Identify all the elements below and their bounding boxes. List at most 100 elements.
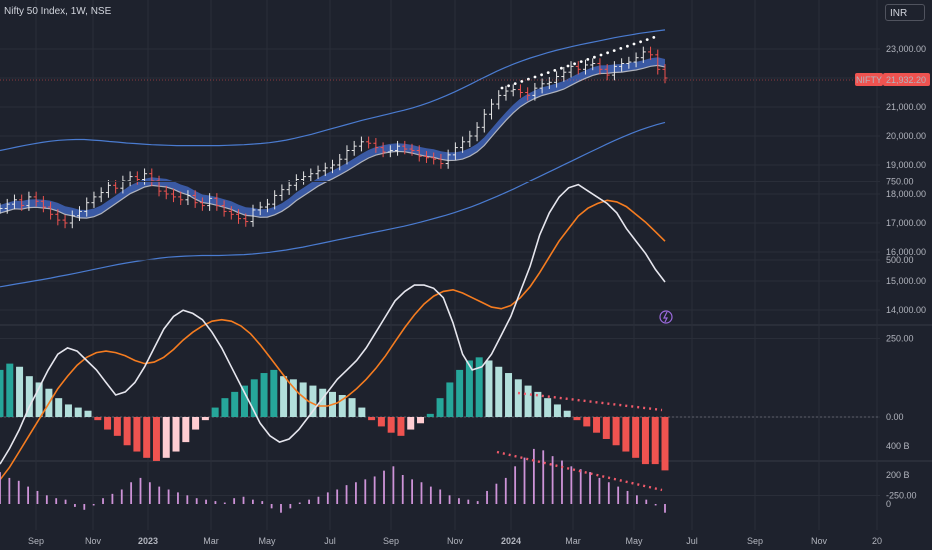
macd-histogram-bar xyxy=(6,363,14,417)
chart-title: Nifty 50 Index, 1W, NSE xyxy=(4,6,112,17)
macd-histogram-bar xyxy=(417,417,425,424)
time-axis-label: May xyxy=(258,536,276,546)
price-axis-label: 23,000.00 xyxy=(886,44,926,54)
price-axis-label: 16,000.00 xyxy=(886,247,926,257)
macd-histogram-bar xyxy=(162,417,170,458)
macd-histogram-bar xyxy=(113,417,121,436)
macd-histogram-bar xyxy=(651,417,659,465)
currency-selector[interactable]: INR xyxy=(885,4,925,21)
trend-dot xyxy=(632,42,636,46)
macd-histogram-bar xyxy=(524,385,532,417)
time-axis-label: Mar xyxy=(203,536,219,546)
macd-histogram-bar xyxy=(172,417,180,452)
trend-dot xyxy=(652,36,656,39)
macd-histogram-bar xyxy=(661,417,669,471)
trend-dot xyxy=(626,44,629,48)
macd-histogram-bar xyxy=(25,376,33,417)
trend-dot xyxy=(513,82,517,85)
macd-histogram-bar xyxy=(201,417,209,421)
time-axis-label: Sep xyxy=(383,536,399,546)
macd-histogram-bar xyxy=(55,398,63,417)
macd-histogram-bar xyxy=(231,391,239,417)
macd-histogram-bar xyxy=(348,398,356,417)
macd-histogram-bar xyxy=(622,417,630,452)
trend-dot xyxy=(586,58,590,61)
macd-histogram-bar xyxy=(563,410,571,417)
time-axis-label: 2024 xyxy=(501,536,521,546)
macd-histogram-bar xyxy=(104,417,112,430)
macd-histogram-bar xyxy=(377,417,385,427)
price-axis-label: 14,000.00 xyxy=(886,305,926,315)
price-tag xyxy=(883,72,930,86)
macd-histogram-bar xyxy=(632,417,640,458)
macd-histogram-bar xyxy=(221,398,229,417)
trend-dot xyxy=(566,64,570,68)
upper-band-line xyxy=(0,29,666,152)
macd-histogram-bar xyxy=(358,407,366,417)
price-axis-label: 19,000.00 xyxy=(886,160,926,170)
macd-histogram-bar xyxy=(573,417,581,421)
macd-histogram-bar xyxy=(602,417,610,439)
trend-dot xyxy=(606,51,609,55)
macd-histogram-bar xyxy=(143,417,151,458)
lower-band-line xyxy=(0,121,666,288)
time-axis-label: 20 xyxy=(872,536,882,546)
price-axis-label: 17,000.00 xyxy=(886,218,926,228)
macd-histogram-bar xyxy=(35,382,43,417)
macd-histogram-bar xyxy=(456,369,464,417)
trend-dot xyxy=(527,77,530,81)
macd-histogram-bar xyxy=(74,407,82,417)
macd-histogram-bar xyxy=(152,417,160,461)
price-axis-label: 18,000.00 xyxy=(886,189,926,199)
volume-axis-label: 0 xyxy=(886,499,891,509)
macd-histogram-bar xyxy=(612,417,620,446)
macd-histogram-bar xyxy=(641,417,649,465)
time-axis-label: Sep xyxy=(28,536,44,546)
price-axis-label: 20,000.00 xyxy=(886,131,926,141)
price-tag-label: 21,932.20 xyxy=(886,75,926,85)
trend-dot xyxy=(619,47,623,50)
macd-histogram-bar xyxy=(309,385,317,417)
macd-histogram-bar xyxy=(475,357,483,417)
volume-divergence-line xyxy=(496,450,663,492)
volume-axis-label: 200 B xyxy=(886,470,910,480)
macd-histogram-bar xyxy=(465,360,473,417)
macd-histogram-bar xyxy=(338,395,346,417)
ribbon-lower-edge xyxy=(0,64,666,219)
trend-dot xyxy=(599,53,603,57)
trend-dot xyxy=(612,49,616,52)
macd-histogram-bar xyxy=(514,379,522,417)
macd-histogram-bar xyxy=(123,417,131,446)
time-axis-label: Nov xyxy=(447,536,464,546)
macd-axis-label: 750.00 xyxy=(886,177,914,187)
macd-histogram-bar xyxy=(319,388,327,417)
volume-axis-label: 400 B xyxy=(886,441,910,451)
macd-histogram-bar xyxy=(505,373,513,417)
macd-histogram-bar xyxy=(182,417,190,443)
macd-histogram-bar xyxy=(387,417,395,433)
lightning-icon-bolt xyxy=(663,311,668,323)
trend-dot xyxy=(553,69,557,72)
macd-histogram-bar xyxy=(368,417,376,421)
macd-line xyxy=(0,183,666,465)
time-axis-label: Jul xyxy=(686,536,698,546)
trend-dot xyxy=(540,73,543,77)
macd-histogram-bar xyxy=(593,417,601,433)
macd-histogram-bar xyxy=(534,391,542,417)
trend-dot xyxy=(560,66,563,70)
symbol-tag xyxy=(855,72,883,86)
macd-axis-label: 500.00 xyxy=(886,255,914,265)
macd-histogram-bar xyxy=(436,398,444,417)
macd-histogram-bar xyxy=(211,407,219,417)
time-axis-label: May xyxy=(625,536,643,546)
macd-histogram-bar xyxy=(0,369,4,417)
macd-histogram-bar xyxy=(133,417,141,452)
macd-axis-label: 0.00 xyxy=(886,412,904,422)
macd-divergence-line xyxy=(517,391,663,412)
macd-histogram-bar xyxy=(544,398,552,417)
macd-histogram-bar xyxy=(240,385,248,417)
macd-signal-line xyxy=(0,199,666,481)
macd-histogram-bar xyxy=(280,376,288,417)
trend-dot xyxy=(520,80,524,83)
